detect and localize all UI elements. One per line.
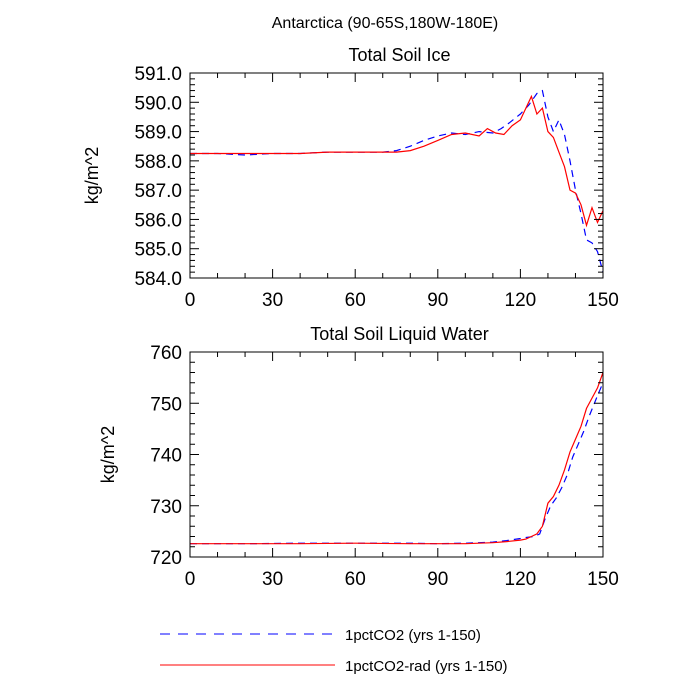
legend-label: 1pctCO2-rad (yrs 1-150) <box>345 658 508 675</box>
y-tick-label: 591.0 <box>134 64 182 85</box>
y-tick-label: 730 <box>150 497 182 518</box>
chart-panel-total-soil-ice: Total Soil Ice kg/m^2 0 30 60 90 120 150 584.0 58… <box>82 45 619 311</box>
series-line <box>190 89 603 273</box>
y-axis-label: kg/m^2 <box>82 147 102 204</box>
y-tick-label: 760 <box>150 343 182 364</box>
legend-entry: 1pctCO2-rad (yrs 1-150) <box>160 658 508 675</box>
y-tick-label: 750 <box>150 394 182 415</box>
y-tick-label: 720 <box>150 548 182 569</box>
legend-label: 1pctCO2 (yrs 1-150) <box>345 627 481 644</box>
series-line <box>190 382 603 545</box>
x-tick-label: 150 <box>587 569 619 590</box>
x-tick-label: 30 <box>262 569 283 590</box>
y-tick-label: 589.0 <box>134 123 182 144</box>
y-tick-label: 584.0 <box>134 269 182 290</box>
x-tick-label: 0 <box>185 290 196 311</box>
chart-panel-total-soil-liquid-water: Total Soil Liquid Water kg/m^2 0 30 60 90 120 1… <box>98 324 619 590</box>
x-tick-label: 120 <box>505 569 537 590</box>
chart-title: Total Soil Ice <box>348 45 450 65</box>
legend: 1pctCO2 (yrs 1-150) 1pctCO2-rad (yrs 1-1… <box>160 627 508 675</box>
x-tick-label: 60 <box>345 569 366 590</box>
x-tick-label: 90 <box>427 290 448 311</box>
series-line <box>190 94 603 228</box>
y-tick-label: 586.0 <box>134 210 182 231</box>
y-tick-label: 590.0 <box>134 93 182 114</box>
legend-entry: 1pctCO2 (yrs 1-150) <box>160 627 481 644</box>
x-tick-label: 30 <box>262 290 283 311</box>
y-tick-label: 740 <box>150 446 182 467</box>
x-tick-label: 150 <box>587 290 619 311</box>
y-tick-label: 588.0 <box>134 152 182 173</box>
figure-main-title: Antarctica (90-65S,180W-180E) <box>272 15 498 32</box>
chart-title: Total Soil Liquid Water <box>310 324 488 344</box>
plot-frame <box>189 72 604 279</box>
y-tick-label: 585.0 <box>134 240 182 261</box>
plot-frame <box>189 351 604 558</box>
x-tick-label: 0 <box>185 569 196 590</box>
x-tick-label: 60 <box>345 290 366 311</box>
x-tick-label: 120 <box>505 290 537 311</box>
series-line <box>190 372 603 545</box>
x-tick-label: 90 <box>427 569 448 590</box>
y-tick-label: 587.0 <box>134 181 182 202</box>
y-axis-label: kg/m^2 <box>98 426 118 483</box>
